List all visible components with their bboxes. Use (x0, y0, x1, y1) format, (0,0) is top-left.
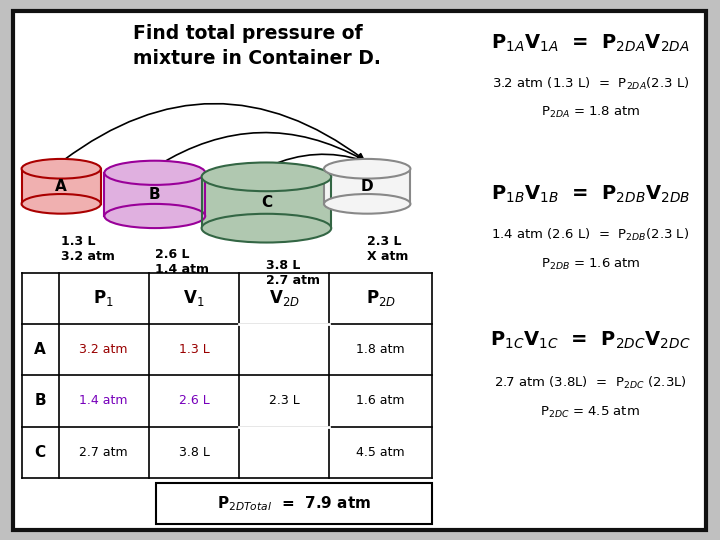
Text: P$_{2DA}$ = 1.8 atm: P$_{2DA}$ = 1.8 atm (541, 105, 640, 120)
Text: C: C (261, 195, 272, 210)
Bar (202, 177, 331, 228)
Text: P$_{2DC}$ = 4.5 atm: P$_{2DC}$ = 4.5 atm (541, 405, 640, 420)
Text: D: D (361, 179, 374, 194)
Text: 1.3 L: 1.3 L (179, 343, 210, 356)
Bar (22, 168, 101, 204)
FancyBboxPatch shape (13, 11, 706, 530)
Text: P$_{2DTotal}$  =  7.9 atm: P$_{2DTotal}$ = 7.9 atm (217, 494, 371, 513)
FancyBboxPatch shape (156, 483, 432, 524)
Text: 2.6 L: 2.6 L (179, 394, 210, 408)
Text: P$_{2D}$: P$_{2D}$ (366, 288, 396, 308)
Text: 1.4 atm (2.6 L)  =  P$_{2DB}$(2.3 L): 1.4 atm (2.6 L) = P$_{2DB}$(2.3 L) (491, 227, 690, 243)
Text: P$_{1A}$V$_{1A}$  =  P$_{2DA}$V$_{2DA}$: P$_{1A}$V$_{1A}$ = P$_{2DA}$V$_{2DA}$ (491, 32, 690, 53)
Text: 2.7 atm: 2.7 atm (79, 446, 128, 459)
Text: 2.6 L
1.4 atm: 2.6 L 1.4 atm (155, 248, 209, 276)
Text: A: A (34, 342, 46, 357)
Bar (324, 168, 410, 204)
Text: 4.5 atm: 4.5 atm (356, 446, 405, 459)
Text: 1.4 atm: 1.4 atm (79, 394, 128, 408)
Text: V$_1$: V$_1$ (184, 288, 204, 308)
Ellipse shape (324, 159, 410, 179)
Text: P$_1$: P$_1$ (94, 288, 114, 308)
Text: V$_{2D}$: V$_{2D}$ (269, 288, 300, 308)
Text: 2.3 L: 2.3 L (269, 394, 300, 408)
Text: 1.3 L
3.2 atm: 1.3 L 3.2 atm (61, 235, 115, 263)
Text: C: C (35, 445, 45, 460)
Text: 2.3 L
X atm: 2.3 L X atm (367, 235, 408, 263)
Text: 3.8 L: 3.8 L (179, 446, 210, 459)
Text: B: B (35, 394, 46, 408)
Ellipse shape (104, 161, 205, 185)
Ellipse shape (202, 163, 331, 191)
Text: B: B (149, 187, 161, 202)
Ellipse shape (202, 214, 331, 242)
Text: 3.8 L
2.7 atm: 3.8 L 2.7 atm (266, 259, 320, 287)
Ellipse shape (22, 194, 101, 214)
Text: 3.2 atm: 3.2 atm (79, 343, 128, 356)
Text: P$_{1C}$V$_{1C}$  =  P$_{2DC}$V$_{2DC}$: P$_{1C}$V$_{1C}$ = P$_{2DC}$V$_{2DC}$ (490, 329, 690, 350)
Text: P$_{1B}$V$_{1B}$  =  P$_{2DB}$V$_{2DB}$: P$_{1B}$V$_{1B}$ = P$_{2DB}$V$_{2DB}$ (491, 184, 690, 205)
Ellipse shape (104, 204, 205, 228)
Ellipse shape (22, 159, 101, 179)
Text: 2.7 atm (3.8L)  =  P$_{2DC}$ (2.3L): 2.7 atm (3.8L) = P$_{2DC}$ (2.3L) (494, 375, 687, 391)
Text: 3.2 atm (1.3 L)  =  P$_{2DA}$(2.3 L): 3.2 atm (1.3 L) = P$_{2DA}$(2.3 L) (492, 76, 689, 92)
Text: P$_{2DB}$ = 1.6 atm: P$_{2DB}$ = 1.6 atm (541, 256, 640, 272)
Text: A: A (55, 179, 67, 194)
Text: 1.8 atm: 1.8 atm (356, 343, 405, 356)
Text: Find total pressure of
mixture in Container D.: Find total pressure of mixture in Contai… (133, 24, 381, 68)
Text: 1.6 atm: 1.6 atm (356, 394, 405, 408)
Ellipse shape (324, 194, 410, 214)
Bar (104, 173, 205, 216)
